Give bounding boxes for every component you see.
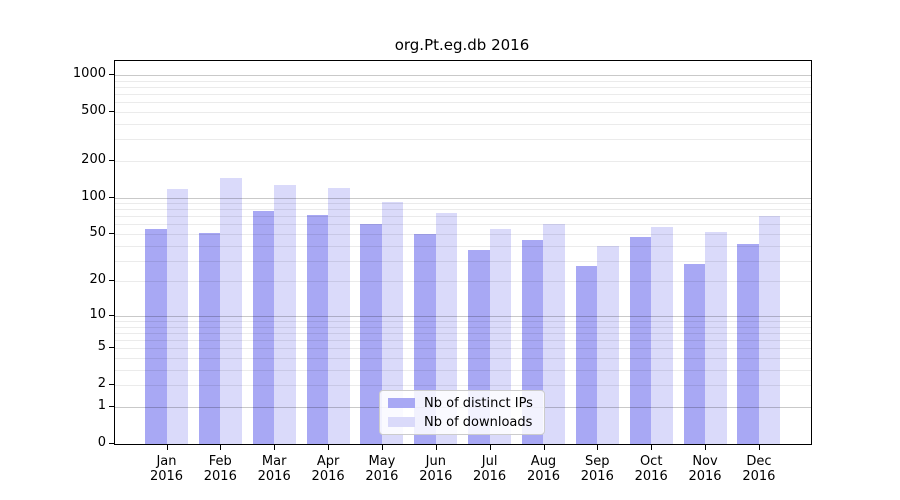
y-tick-mark [109,314,114,316]
x-tick-label: May 2016 [365,454,399,484]
bar-mar-distinct-ips [252,210,275,444]
chart-title: org.Pt.eg.db 2016 [394,36,530,54]
legend-swatch-downloads [388,417,415,427]
x-tick-label: Sep 2016 [580,454,614,484]
y-tick-mark [109,347,114,349]
bar-jun-downloads [435,213,458,444]
x-tick-mark [166,445,168,450]
y-tick-mark [109,233,114,234]
bar-nov-distinct-ips [683,264,705,444]
x-tick-label: Mar 2016 [257,454,291,484]
gridline [115,160,811,162]
y-tick-label: 2 [97,376,106,392]
bar-oct-downloads [651,227,673,444]
x-tick-mark [705,445,706,450]
legend-label: Nb of distinct IPs [424,395,533,411]
x-tick-label: Dec 2016 [742,454,776,484]
y-tick-label: 5 [97,339,106,355]
x-tick-label: Nov 2016 [688,454,722,484]
bar-dec-downloads [758,215,781,444]
y-tick-label: 1 [97,398,106,413]
y-tick-label: 100 [81,188,106,204]
bar-nov-downloads [705,231,727,444]
legend-label: Nb of downloads [424,414,533,430]
x-tick-mark [489,445,491,450]
y-tick-mark [109,111,114,112]
bar-jan-downloads [166,189,188,444]
bar-feb-distinct-ips [198,233,221,444]
bar-aug-downloads [543,224,565,444]
x-tick-label: Jan 2016 [149,454,184,484]
y-tick-label: 50 [89,225,106,240]
x-tick-mark [328,445,330,450]
legend-item-distinct-ips: Nb of distinct IPs [388,396,536,411]
bar-oct-distinct-ips [629,237,652,444]
y-tick-label: 1000 [72,66,106,81]
x-tick-mark [543,445,545,450]
gridline [115,123,811,125]
bar-may-downloads [381,201,404,444]
y-tick-mark [109,74,114,75]
x-tick-mark [651,445,653,450]
gridline [115,112,811,113]
gridline [115,102,811,104]
x-tick-mark [435,445,437,450]
x-tick-label: Jun 2016 [419,454,453,484]
legend-swatch-distinct-ips [388,398,415,408]
bar-dec-distinct-ips [737,244,759,444]
legend-item-downloads: Nb of downloads [388,415,536,430]
y-tick-mark [109,159,114,161]
x-tick-mark [381,445,383,450]
x-tick-mark [220,445,222,450]
bar-sep-distinct-ips [575,266,598,444]
y-tick-label: 500 [81,103,106,118]
bar-sep-downloads [597,245,619,444]
y-tick-label: 20 [89,272,106,288]
y-tick-label: 200 [81,151,106,167]
gridline [115,139,811,141]
bar-feb-downloads [220,177,242,444]
y-tick-mark [109,406,114,407]
x-tick-label: Feb 2016 [203,454,237,484]
bar-mar-downloads [274,184,296,444]
x-tick-label: Aug 2016 [526,454,561,484]
bar-apr-downloads [328,187,350,444]
y-tick-label: 0 [97,435,106,450]
legend: Nb of distinct IPs Nb of downloads [379,390,545,435]
gridline [115,80,811,82]
x-tick-label: Jul 2016 [473,454,507,484]
y-tick-mark [109,443,114,444]
bar-jan-distinct-ips [145,229,167,444]
x-tick-mark [758,445,760,450]
x-tick-mark [274,445,276,450]
y-tick-mark [109,280,114,282]
x-tick-mark [597,445,599,450]
gridline [115,94,811,95]
bar-may-distinct-ips [360,223,382,444]
y-tick-mark [109,196,114,198]
gridline [115,86,811,88]
x-tick-label: Apr 2016 [311,454,345,484]
y-tick-label: 10 [89,306,106,322]
bar-apr-distinct-ips [306,214,329,444]
y-tick-mark [109,384,114,386]
plot-area [114,60,812,445]
x-tick-label: Oct 2016 [634,454,668,484]
gridline [115,75,811,76]
